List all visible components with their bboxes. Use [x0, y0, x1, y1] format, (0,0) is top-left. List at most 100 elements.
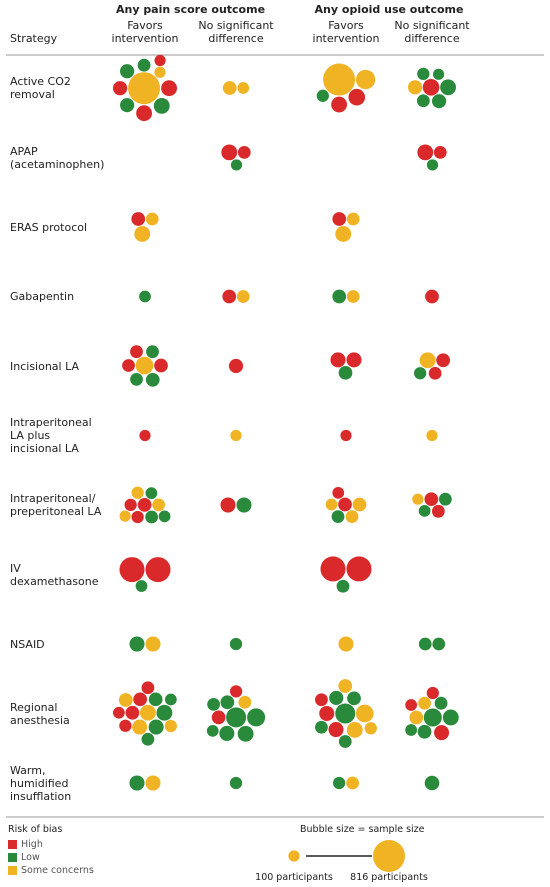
size-legend-label: 100 participants — [255, 872, 333, 883]
study-bubble — [206, 725, 219, 737]
study-bubble — [134, 226, 151, 242]
study-bubble — [440, 79, 457, 96]
study-bubble — [154, 358, 168, 373]
study-bubble — [152, 498, 166, 512]
strategy-label: Intraperitoneal LA plus incisional LA — [10, 416, 92, 455]
study-bubble — [135, 580, 148, 592]
study-bubble — [148, 692, 163, 707]
legend-swatch — [8, 866, 17, 875]
study-bubble — [442, 709, 459, 726]
study-bubble — [414, 367, 427, 380]
study-bubble — [346, 776, 360, 790]
study-bubble — [338, 497, 352, 512]
study-bubble — [340, 429, 352, 442]
study-bubble — [145, 775, 161, 791]
study-bubble — [325, 498, 338, 511]
study-bubble — [348, 88, 366, 106]
study-bubble — [247, 708, 266, 727]
study-bubble — [431, 504, 445, 518]
study-bubble — [228, 358, 244, 374]
study-bubble — [419, 352, 436, 369]
study-bubble — [119, 719, 132, 732]
size-legend-title: Bubble size = sample size — [300, 824, 425, 835]
study-bubble — [355, 69, 376, 90]
study-bubble — [220, 695, 235, 710]
study-bubble — [222, 81, 237, 95]
study-bubble — [346, 290, 360, 303]
strategy-label: Active CO2 removal — [10, 75, 71, 101]
strategy-label: NSAID — [10, 637, 45, 651]
study-bubble — [346, 212, 360, 226]
legend-title: Risk of bias — [8, 824, 63, 835]
study-bubble — [338, 365, 353, 380]
strategy-label: ERAS protocol — [10, 220, 88, 234]
study-bubble — [137, 498, 152, 512]
study-bubble — [424, 775, 440, 791]
study-bubble — [133, 692, 148, 707]
legend-label: Some concerns — [21, 865, 94, 876]
study-bubble — [237, 725, 254, 742]
study-bubble — [129, 775, 145, 791]
study-bubble — [229, 637, 243, 651]
study-bubble — [432, 637, 446, 651]
study-bubble — [425, 289, 439, 304]
study-bubble — [145, 212, 159, 226]
study-bubble — [431, 94, 447, 109]
study-bubble — [207, 697, 220, 711]
study-bubble — [222, 289, 237, 304]
study-bubble — [145, 372, 160, 387]
study-bubble — [405, 724, 418, 736]
study-bubble — [416, 94, 430, 108]
size-legend-bubble — [288, 850, 300, 862]
study-bubble — [154, 66, 166, 78]
study-bubble — [120, 64, 135, 79]
study-bubble — [238, 695, 252, 709]
study-bubble — [139, 429, 151, 442]
study-bubble — [211, 710, 226, 725]
strategy-label: Warm, humidified insufflation — [10, 763, 72, 803]
study-bubble — [323, 63, 356, 96]
study-bubble — [119, 510, 131, 522]
study-bubble — [141, 732, 155, 746]
study-bubble — [433, 145, 447, 159]
size-legend-bubble — [373, 840, 405, 872]
study-bubble — [336, 579, 350, 593]
study-bubble — [119, 557, 145, 583]
column-header: Favors intervention — [312, 19, 380, 45]
outcome-title: Any pain score outcome — [115, 3, 266, 16]
study-bubble — [418, 696, 431, 710]
study-bubble — [236, 290, 250, 303]
study-bubble — [417, 144, 434, 161]
study-bubble — [335, 226, 352, 242]
size-legend-label: 816 participants — [350, 872, 428, 883]
study-bubble — [120, 98, 135, 113]
study-bubble — [418, 637, 432, 651]
study-bubble — [434, 725, 450, 741]
study-bubble — [418, 504, 431, 517]
study-bubble — [320, 556, 346, 582]
study-bubble — [158, 510, 171, 523]
study-bubble — [345, 510, 359, 524]
study-bubble — [130, 373, 143, 386]
study-bubble — [219, 725, 235, 741]
study-bubble — [148, 719, 164, 735]
study-bubble — [364, 722, 377, 735]
study-bubble — [164, 693, 177, 706]
study-bubble — [331, 96, 348, 113]
study-bubble — [145, 510, 159, 524]
strategy-label: Incisional LA — [10, 359, 80, 373]
study-bubble — [112, 81, 128, 96]
study-bubble — [113, 706, 125, 719]
study-bubble — [122, 359, 135, 372]
study-bubble — [436, 353, 450, 368]
study-bubble — [145, 557, 171, 583]
study-bubble — [161, 80, 178, 97]
study-bubble — [332, 776, 346, 790]
study-bubble — [226, 707, 247, 728]
study-bubble — [118, 693, 133, 707]
study-bubble — [221, 144, 238, 161]
study-bubble — [405, 699, 418, 711]
study-bubble — [332, 289, 347, 304]
column-header: No significant difference — [394, 19, 470, 45]
study-bubble — [124, 498, 137, 512]
